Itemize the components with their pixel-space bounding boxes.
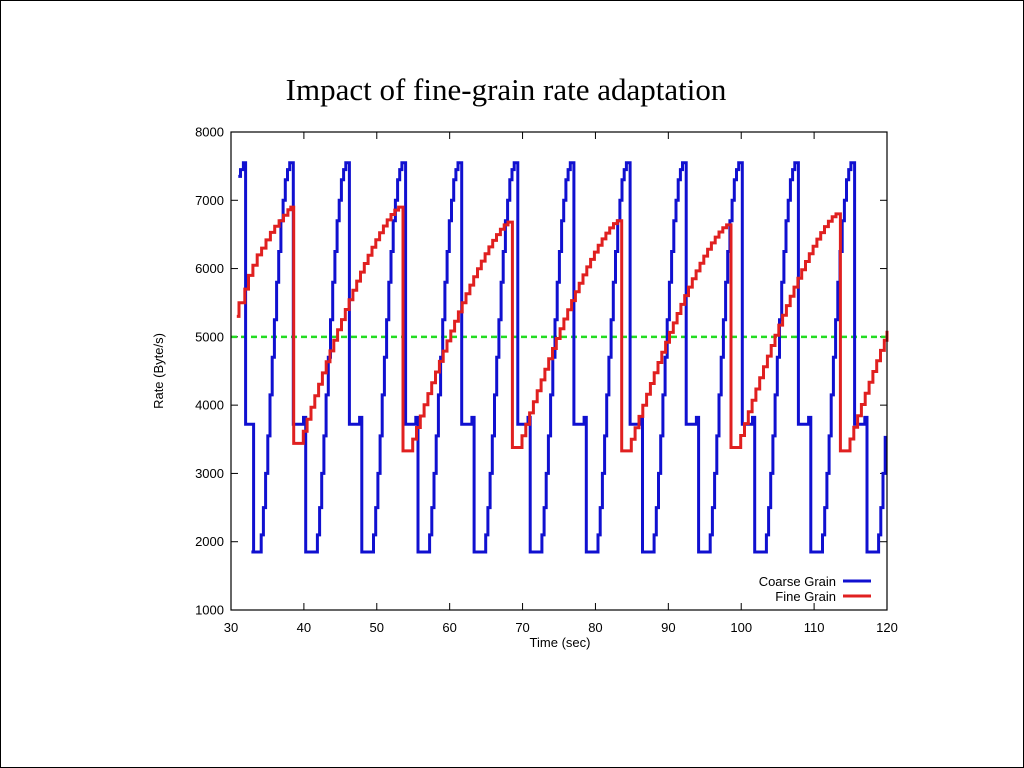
x-tick-label: 60 xyxy=(442,620,456,635)
axis-ticks: 30 40 50 60 70 80 90 100 110 120 1000 2000 3000 4000 5… xyxy=(195,125,898,636)
y-tick-label: 6000 xyxy=(195,261,224,276)
y-tick-label: 1000 xyxy=(195,603,224,618)
y-tick-label: 7000 xyxy=(195,193,224,208)
series-coarse-grain-line xyxy=(238,161,887,554)
plot-frame xyxy=(230,131,888,611)
x-tick-label: 90 xyxy=(661,620,675,635)
series-fine-grain-line xyxy=(236,205,889,453)
slide-title: Impact of fine-grain rate adaptation xyxy=(285,72,727,107)
x-axis-label: Time (sec) xyxy=(530,635,591,650)
series-layer xyxy=(231,161,889,554)
x-tick-label: 100 xyxy=(730,620,752,635)
y-tick-label: 3000 xyxy=(195,466,224,481)
y-tick-label: 4000 xyxy=(195,398,224,413)
x-tick-label: 80 xyxy=(588,620,602,635)
legend: Coarse Grain Fine Grain xyxy=(759,574,871,604)
y-tick-label: 2000 xyxy=(195,534,224,549)
x-tick-label: 110 xyxy=(804,620,825,635)
y-axis-label: Rate (Byte/s) xyxy=(151,333,166,409)
x-tick-label: 40 xyxy=(297,620,311,635)
x-tick-label: 120 xyxy=(876,620,898,635)
x-tick-label: 30 xyxy=(224,620,238,635)
y-tick-label: 8000 xyxy=(195,125,224,140)
y-tick-label: 5000 xyxy=(195,329,224,344)
x-tick-label: 70 xyxy=(515,620,529,635)
legend-label-coarse-grain: Coarse Grain xyxy=(759,574,836,589)
legend-label-fine-grain: Fine Grain xyxy=(775,589,836,604)
x-tick-label: 50 xyxy=(370,620,384,635)
